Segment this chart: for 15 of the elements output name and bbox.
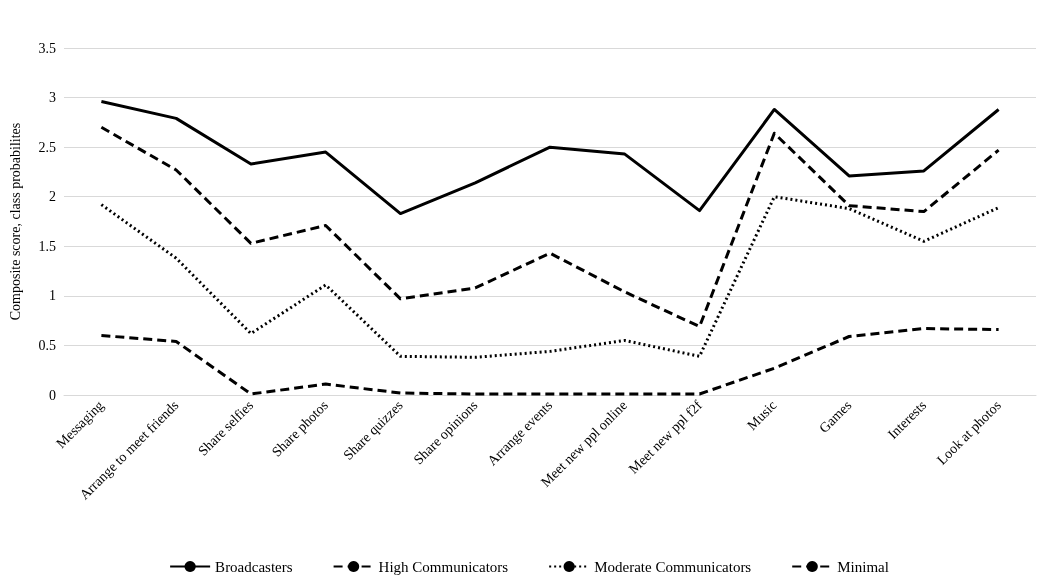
line-series: [99, 327, 1001, 396]
y-tick-label: 3: [49, 90, 56, 106]
y-tick-label: 0: [49, 387, 56, 403]
y-tick-label: 3.5: [38, 40, 56, 56]
y-tick-label: 2.5: [38, 139, 56, 155]
y-tick-label: 0.5: [38, 337, 56, 353]
y-tick-label: 1: [49, 288, 56, 304]
y-tick-label: 2: [49, 189, 56, 205]
y-axis-title: Composite score, class probabilites: [7, 122, 23, 321]
y-tick-label: 1.5: [38, 238, 56, 254]
line-series: [99, 100, 1001, 216]
legend-label: High Communicators: [378, 558, 509, 575]
legend-label: Moderate Communicators: [594, 558, 752, 575]
legend-label: Broadcasters: [215, 558, 293, 575]
legend-label: Minimal: [837, 558, 889, 575]
